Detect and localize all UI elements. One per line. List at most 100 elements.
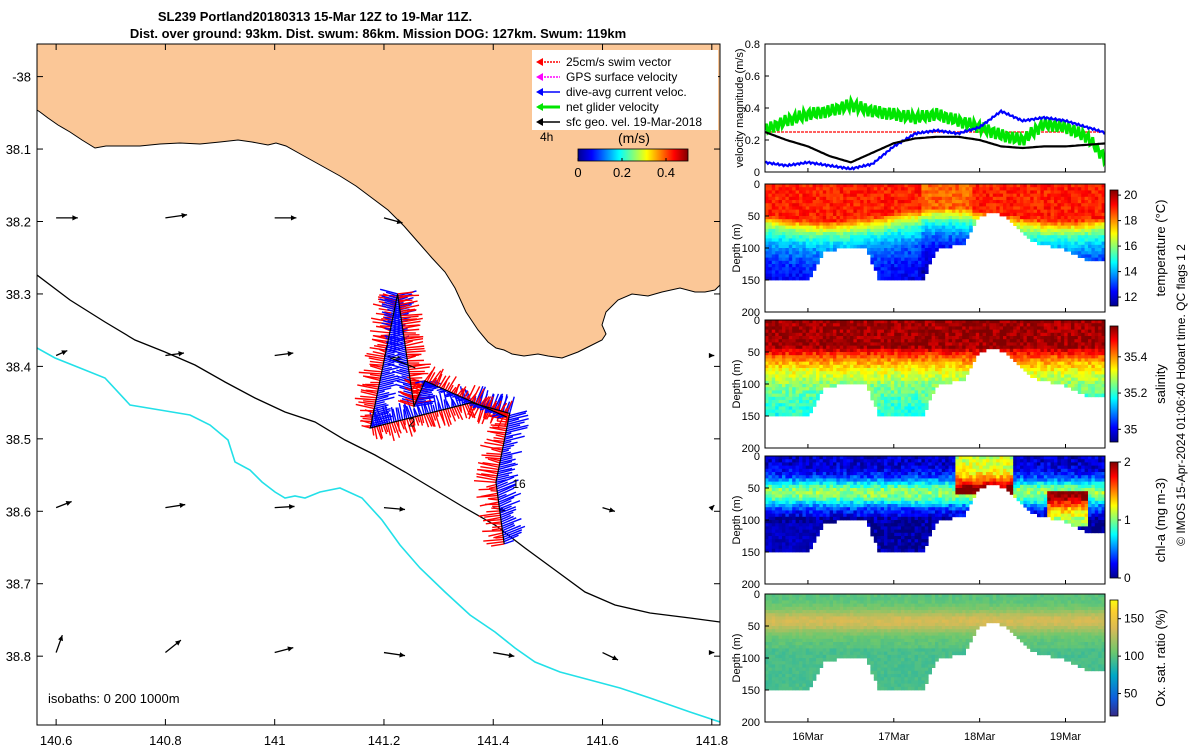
section-cell — [782, 270, 786, 274]
map-ytick-label: 38.1 — [6, 142, 31, 157]
section-cell — [1040, 377, 1045, 382]
swim-vector — [481, 473, 498, 477]
section-cell — [1040, 225, 1045, 230]
swim-vector — [455, 406, 464, 421]
section-cell — [805, 216, 810, 220]
section-cell — [805, 212, 810, 217]
section-cell — [907, 200, 912, 204]
section-cell — [1094, 203, 1099, 207]
section-cell — [839, 244, 844, 249]
section-cell — [918, 336, 922, 340]
section-cell — [805, 235, 810, 239]
section-cell — [890, 264, 895, 268]
section-cell — [938, 364, 943, 369]
section-cell — [1009, 206, 1014, 210]
section-cell — [890, 187, 895, 191]
section-cell — [802, 412, 807, 417]
section-cell — [1074, 332, 1079, 337]
section-cell — [1074, 200, 1079, 204]
section-cell — [921, 212, 926, 217]
section-cell — [1057, 187, 1062, 191]
swim-vector — [446, 376, 457, 392]
section-cell — [771, 377, 776, 382]
section-cell — [884, 219, 888, 223]
section-cell — [914, 209, 919, 214]
section-cell — [1047, 320, 1051, 324]
section-cell — [1067, 187, 1072, 191]
section-cell — [996, 326, 1000, 330]
section-cell — [880, 387, 885, 391]
section-cell — [870, 323, 875, 327]
section-cell — [812, 377, 817, 382]
section-cell — [884, 361, 888, 366]
section-cell — [873, 380, 878, 385]
section-cell — [788, 225, 793, 230]
section-cell — [901, 244, 905, 249]
section-cell — [1077, 212, 1082, 217]
section-cell — [901, 368, 905, 372]
section-cell — [768, 212, 773, 217]
section-cell — [975, 216, 980, 220]
section-cell — [877, 235, 881, 239]
section-cell — [918, 384, 922, 388]
section-cell — [863, 342, 868, 346]
section-cell — [1037, 352, 1041, 356]
section-cell — [1003, 209, 1007, 214]
section-cell — [901, 384, 905, 388]
section-cell — [914, 187, 919, 191]
section-cell — [795, 260, 800, 265]
section-cell — [1091, 200, 1096, 204]
section-cell — [802, 264, 807, 268]
section-cell — [1006, 209, 1011, 214]
section-cell — [788, 409, 793, 414]
section-cell — [907, 196, 912, 201]
section-cell — [873, 216, 878, 220]
section-cell — [1074, 380, 1079, 385]
section-cell — [880, 384, 885, 388]
section-cell — [1009, 203, 1014, 207]
section-cell — [989, 203, 994, 207]
section-cell — [1064, 190, 1068, 194]
section-cell — [1040, 203, 1045, 207]
section-cell — [1009, 336, 1014, 340]
section-cell — [771, 273, 776, 278]
section-cell — [775, 251, 779, 255]
section-cell — [1074, 352, 1079, 356]
section-cell — [782, 326, 786, 330]
section-cell — [850, 371, 854, 375]
section-cell — [938, 323, 943, 327]
section-cell — [850, 339, 854, 343]
section-cell — [802, 225, 807, 230]
section-cell — [884, 270, 888, 274]
section-cell — [850, 225, 854, 230]
section-cell — [1023, 212, 1028, 217]
section-cell — [1064, 235, 1068, 239]
section-cell — [829, 323, 834, 327]
section-cell — [948, 355, 953, 359]
section-cell — [846, 339, 851, 343]
section-cell — [826, 193, 830, 198]
section-cell — [1098, 184, 1102, 188]
section-cell — [1006, 339, 1011, 343]
section-cell — [788, 244, 793, 249]
section-cell — [867, 206, 871, 210]
section-cell — [792, 406, 796, 410]
section-cell — [986, 200, 990, 204]
section-cell — [1077, 361, 1082, 366]
section-cell — [1050, 241, 1055, 246]
section-cell — [989, 209, 994, 214]
dive-avg-vector — [417, 395, 436, 400]
section-cell — [792, 336, 796, 340]
section-cell — [822, 380, 827, 385]
swim-vector — [369, 360, 384, 364]
section-cell — [873, 232, 878, 236]
section-cell — [785, 235, 790, 239]
section-cell — [788, 371, 793, 375]
section-cell — [768, 387, 773, 391]
section-cell — [1067, 342, 1072, 346]
section-cell — [788, 196, 793, 201]
section-cell — [812, 387, 817, 391]
section-cell — [877, 248, 881, 252]
section-cell — [782, 232, 786, 236]
section-cell — [802, 345, 807, 350]
